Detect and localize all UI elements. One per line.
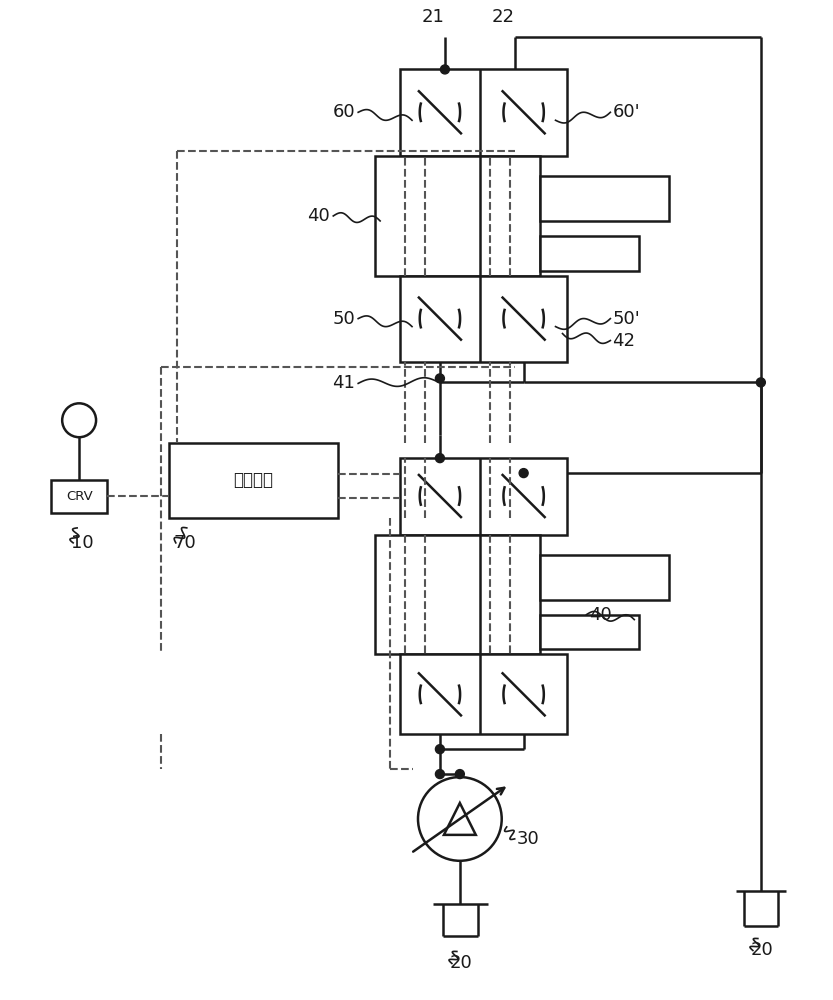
Circle shape: [441, 65, 449, 74]
Text: 60': 60': [612, 103, 640, 121]
Circle shape: [436, 745, 445, 754]
Text: 41: 41: [332, 374, 355, 392]
Circle shape: [436, 770, 445, 779]
Text: 40: 40: [590, 606, 612, 624]
Text: 30: 30: [516, 830, 540, 848]
Text: 20: 20: [751, 941, 774, 959]
Text: 10: 10: [71, 534, 94, 552]
Text: 20: 20: [450, 954, 472, 972]
Text: 40: 40: [307, 207, 331, 225]
Text: 50': 50': [612, 310, 640, 328]
Text: CRV: CRV: [66, 490, 92, 503]
Bar: [540, 555, 669, 600]
Bar: [400, 276, 567, 362]
Text: 22: 22: [491, 8, 514, 26]
Circle shape: [519, 469, 528, 478]
Circle shape: [756, 378, 766, 387]
Circle shape: [436, 374, 445, 383]
Bar: [169, 443, 338, 518]
Text: 控制单元: 控制单元: [233, 471, 273, 489]
Text: 42: 42: [612, 332, 636, 350]
Bar: [51, 480, 107, 513]
Bar: [540, 615, 639, 649]
Bar: [540, 236, 639, 271]
Circle shape: [436, 454, 445, 463]
Bar: [375, 156, 540, 276]
Text: 50: 50: [332, 310, 355, 328]
Text: 60: 60: [332, 103, 355, 121]
Circle shape: [456, 770, 464, 779]
Bar: [540, 176, 669, 221]
Bar: [400, 69, 567, 156]
Text: 21: 21: [421, 8, 444, 26]
Bar: [375, 535, 540, 654]
Bar: [400, 458, 567, 535]
Bar: [400, 654, 567, 734]
Text: 70: 70: [174, 534, 197, 552]
